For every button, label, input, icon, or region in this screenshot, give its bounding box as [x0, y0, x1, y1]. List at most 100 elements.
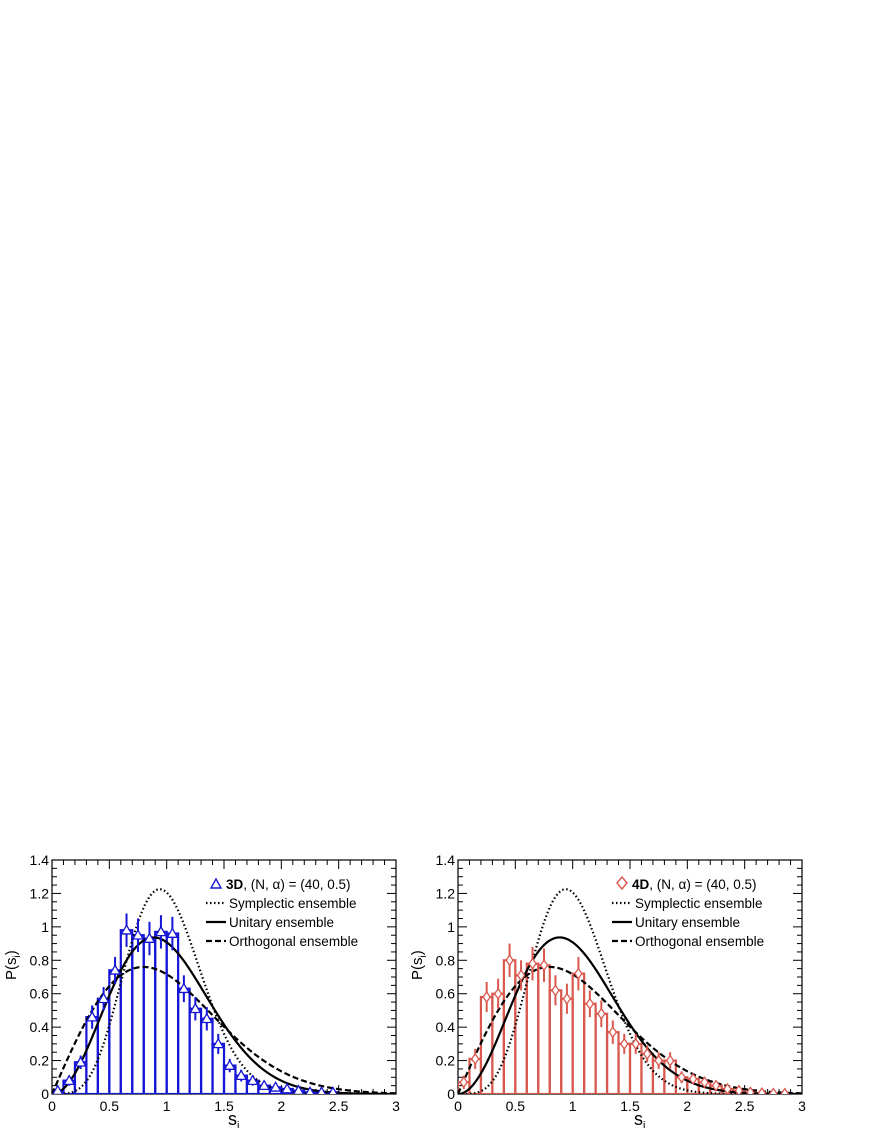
data-point: [246, 1074, 259, 1086]
x-tick-label: 0: [454, 1098, 462, 1114]
data-point: [585, 997, 595, 1010]
y-tick-label: 1.2: [30, 885, 50, 901]
data-point: [700, 1076, 709, 1089]
legend-data-label: 4D, (N, α) = (40, 0.5): [632, 877, 756, 892]
y-tick-label: 1: [447, 919, 455, 935]
orthogonal-curve: [458, 965, 802, 1094]
y-axis-label: P(si): [3, 950, 23, 980]
orthogonal-curve: [52, 965, 396, 1094]
x-axis-label-subscript: i: [237, 1120, 239, 1128]
data-point: [269, 1080, 282, 1092]
histogram-bar: [131, 934, 145, 1094]
y-tick-label: 0.4: [30, 1019, 50, 1035]
data-point: [166, 927, 179, 938]
y-axis-label: P(si): [409, 950, 429, 980]
legend-data-label: 3D, (N, α) = (40, 0.5): [226, 877, 350, 892]
unitary-curve: [52, 936, 396, 1094]
x-tick-label: 0: [48, 1098, 56, 1114]
data-point: [154, 925, 168, 937]
histogram-bar: [583, 1002, 597, 1094]
data-point: [177, 982, 190, 994]
x-tick-label: 2: [683, 1098, 691, 1114]
histogram-bar: [525, 962, 540, 1094]
data-point: [677, 1071, 686, 1084]
histogram-bar: [537, 964, 551, 1094]
chart-panel-right: 0 0.5 1 1.5 2 2.5 3 0 0.2 0.4 0.6 0.8 1 1.2 1.4 si P(si)…: [409, 852, 806, 1128]
data-point: [293, 1084, 305, 1094]
data-point: [328, 1086, 338, 1094]
x-axis-label-subscript: i: [643, 1120, 645, 1128]
data-point: [316, 1086, 327, 1094]
data-point: [305, 1086, 315, 1094]
histogram-bar: [188, 1007, 203, 1094]
x-tick-label: 2.5: [329, 1098, 349, 1114]
x-axis-label: si: [634, 1109, 645, 1128]
data-point: [574, 967, 583, 980]
x-tick-label: 2.5: [735, 1098, 755, 1114]
legend-entry-label: Unitary ensemble: [635, 915, 740, 930]
data-point: [642, 1047, 652, 1061]
data-point: [74, 1055, 87, 1067]
y-tick-label: 0.2: [436, 1053, 456, 1069]
legend-entry-label: Symplectic ensemble: [229, 896, 357, 911]
data-point: [97, 992, 110, 1004]
data-point: [528, 957, 537, 970]
legend-entry-label: Unitary ensemble: [229, 915, 334, 930]
legend: 3D, (N, α) = (40, 0.5) Symplectic ensembl…: [206, 877, 358, 949]
histogram-bar: [177, 987, 191, 1094]
data-point: [551, 984, 560, 997]
symplectic-curve: [458, 888, 802, 1094]
x-tick-label: 3: [798, 1098, 806, 1114]
data-point: [470, 1052, 480, 1066]
x-tick-label: 1.5: [620, 1098, 640, 1114]
x-tick-label: 0.5: [506, 1098, 526, 1114]
data-point: [746, 1086, 755, 1094]
unitary-curve: [458, 936, 802, 1094]
x-tick-label: 1: [163, 1098, 171, 1114]
y-tick-label: 0: [447, 1086, 455, 1102]
x-tick-label: 2: [277, 1098, 285, 1114]
data-point: [539, 959, 549, 972]
data-point: [86, 1010, 99, 1022]
y-tick-label: 0.8: [436, 952, 456, 968]
legend-data-marker: [209, 877, 223, 889]
x-axis-label: si: [228, 1109, 239, 1128]
legend: 4D, (N, α) = (40, 0.5) Symplectic ensembl…: [612, 875, 764, 949]
data-point: [482, 990, 491, 1004]
data-point: [688, 1072, 698, 1086]
data-point: [723, 1082, 732, 1094]
legend-entry-label: Orthogonal ensemble: [229, 934, 358, 949]
legend-entry-label: Symplectic ensemble: [635, 896, 763, 911]
histogram-bar: [142, 937, 157, 1094]
x-tick-label: 1: [569, 1098, 577, 1114]
y-tick-label: 0.4: [436, 1019, 456, 1035]
data-point: [608, 1026, 618, 1039]
x-tick-label: 3: [392, 1098, 400, 1114]
data-point: [200, 1012, 213, 1024]
x-tick-label: 0.5: [100, 1098, 120, 1114]
data-point: [665, 1054, 675, 1067]
data-point: [631, 1037, 641, 1050]
y-tick-label: 1: [41, 919, 49, 935]
data-point: [459, 1076, 469, 1089]
y-tick-label: 0.6: [30, 986, 50, 1002]
y-tick-label: 1.4: [436, 852, 456, 868]
histogram-bar: [571, 972, 586, 1094]
x-tick-label: 1.5: [214, 1098, 234, 1114]
data-point: [493, 987, 503, 1000]
data-point: [223, 1059, 236, 1070]
data-point: [734, 1084, 744, 1094]
histogram-bar: [548, 989, 563, 1094]
histogram-bar: [165, 932, 180, 1094]
data-point: [711, 1079, 721, 1092]
data-point: [757, 1087, 767, 1094]
y-tick-label: 1.2: [436, 885, 456, 901]
y-tick-label: 0.8: [30, 952, 50, 968]
y-tick-label: 0: [41, 1086, 49, 1102]
data-point: [212, 1037, 225, 1049]
data-point: [189, 1002, 202, 1014]
data-point: [597, 1007, 606, 1020]
histogram-bar: [96, 997, 111, 1094]
data-point: [143, 932, 156, 943]
